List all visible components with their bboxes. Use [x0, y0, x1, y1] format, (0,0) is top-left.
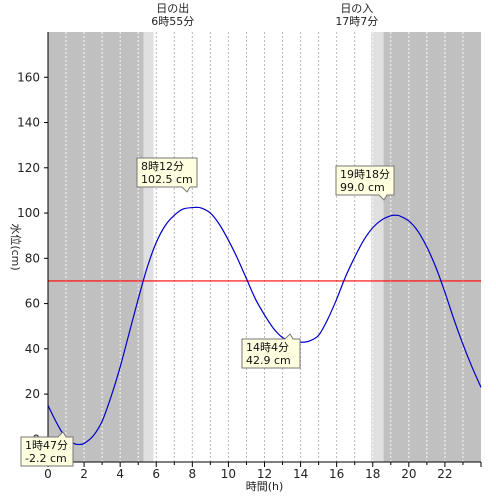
x-tick-label: 22	[437, 467, 452, 481]
y-tick-label: 120	[17, 161, 40, 175]
y-tick-label: 160	[17, 70, 40, 84]
tide-line	[47, 206, 482, 446]
callout-time: 8時12分	[141, 160, 184, 173]
sunrise-title: 日の出	[156, 1, 189, 15]
x-tick-label: 20	[401, 467, 416, 481]
axes: 0246810121416182022020406080100120140160	[17, 32, 482, 481]
callout-box	[241, 333, 301, 369]
night-region-evening	[383, 32, 481, 462]
twilight-region-evening	[370, 32, 384, 462]
y-tick-label: 100	[17, 206, 40, 220]
callout-time: 14時4分	[246, 341, 289, 354]
callout-low-0: 1時47分-2.2 cm	[20, 431, 74, 467]
callout-value: 99.0 cm	[340, 181, 385, 194]
callout-value: 102.5 cm	[141, 173, 193, 186]
y-tick-label: 60	[25, 297, 40, 311]
y-tick-label: 40	[25, 342, 40, 356]
sunset-title: 日の入	[340, 2, 373, 15]
callout-value: 42.9 cm	[246, 354, 291, 367]
x-tick-label: 0	[44, 467, 52, 481]
x-tick-label: 2	[80, 467, 88, 481]
x-tick-label: 10	[221, 467, 236, 481]
callout-value: -2.2 cm	[25, 452, 67, 465]
x-axis-label: 時間(h)	[246, 480, 284, 493]
night-region-morning	[48, 32, 144, 462]
sunrise-time: 6時55分	[151, 15, 194, 28]
callout-box	[20, 431, 74, 467]
callout-box	[335, 165, 395, 201]
y-tick-label: 140	[17, 116, 40, 130]
x-tick-label: 4	[116, 467, 124, 481]
x-tick-label: 6	[152, 467, 160, 481]
x-tick-label: 14	[293, 467, 308, 481]
sunset-time: 17時7分	[335, 15, 378, 28]
y-tick-label: 80	[25, 251, 40, 265]
twilight-region-morning	[143, 32, 154, 462]
x-tick-label: 16	[329, 467, 344, 481]
callout-time: 1時47分	[25, 439, 68, 452]
x-tick-label: 18	[365, 467, 380, 481]
callout-time: 19時18分	[340, 168, 390, 181]
x-tick-label: 12	[257, 467, 272, 481]
x-tick-label: 8	[189, 467, 197, 481]
tide-series	[47, 206, 482, 446]
day-night-shading	[48, 32, 481, 462]
y-axis-label: 水位(cm)	[9, 223, 23, 270]
y-tick-label: 20	[25, 387, 40, 401]
callout-box	[136, 157, 198, 193]
